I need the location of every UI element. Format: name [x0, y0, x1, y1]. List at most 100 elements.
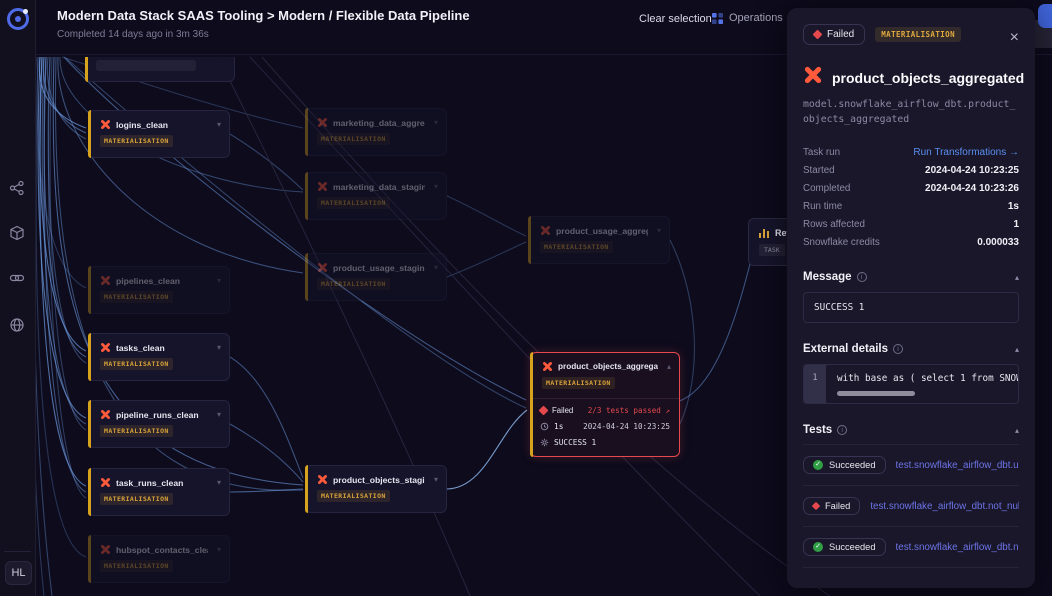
test-status-label: Succeeded [829, 460, 876, 471]
chevron-down-icon[interactable]: ▾ [216, 343, 221, 352]
chevron-down-icon[interactable]: ▾ [216, 545, 221, 554]
dbt-icon [542, 361, 553, 372]
chevron-down-icon[interactable]: ▾ [433, 118, 438, 127]
test-status-badge: ✓ Succeeded [803, 456, 886, 475]
test-status-label: Succeeded [829, 542, 876, 553]
dbt-icon [100, 544, 111, 555]
chevron-down-icon[interactable]: ▾ [433, 475, 438, 484]
failed-diamond-icon [812, 29, 823, 40]
clock-icon [540, 422, 549, 431]
dbt-icon [100, 342, 111, 353]
horizontal-scrollbar[interactable] [837, 391, 915, 397]
check-circle-icon: ✓ [813, 542, 823, 553]
materialisation-badge: MATERIALISATION [317, 197, 390, 209]
dbt-icon [317, 117, 328, 128]
node-pipelines-clean[interactable]: pipelines_clean ▾ MATERIALISATION [88, 266, 230, 314]
status-badge: Failed [803, 24, 866, 45]
run-summary: Completed 14 days ago in 3m 36s [57, 29, 209, 40]
materialisation-badge: MATERIALISATION [100, 425, 173, 437]
divider [531, 398, 679, 399]
clear-selection-button[interactable]: Clear selection [639, 13, 712, 25]
node-product-objects-aggregated-selected[interactable]: product_objects_aggregated ▴ MATERIALISA… [530, 352, 680, 457]
close-icon[interactable]: × [1009, 29, 1019, 46]
hidden-primary-button[interactable] [1038, 4, 1052, 28]
clipped-node-badge [96, 60, 196, 71]
detail-value: 2024-04-24 10:23:26 [925, 182, 1019, 194]
gear-icon [540, 438, 549, 447]
user-avatar[interactable]: HL [5, 561, 32, 585]
test-row: ✓ Succeeded test.snowflake_airflow_dbt.un… [803, 445, 1019, 487]
node-marketing-data-aggregated[interactable]: marketing_data_aggregated ▾ MATERIALISAT… [305, 108, 447, 156]
node-pipeline-runs-clean[interactable]: pipeline_runs_clean ▾ MATERIALISATION [88, 400, 230, 448]
node-product-usage-staging[interactable]: product_usage_staging ▾ MATERIALISATION [305, 253, 447, 301]
detail-label: Rows affected [803, 218, 865, 230]
cube-icon[interactable] [9, 225, 27, 243]
node-hubspot-contacts-clean[interactable]: hubspot_contacts_clean ▾ MATERIALISATION [88, 535, 230, 583]
task-run-link[interactable]: Run Transformations → [913, 146, 1019, 158]
test-row: ✓ Succeeded test.snowflake_airflow_dbt.no… [803, 527, 1019, 569]
collapse-up-icon[interactable]: ▴ [666, 362, 671, 371]
chevron-down-icon[interactable]: ▾ [216, 276, 221, 285]
node-product-usage-aggregated[interactable]: product_usage_aggregated ▾ MATERIALISATI… [528, 216, 670, 264]
test-link[interactable]: test.snowflake_airflow_dbt.not_null_pr [895, 541, 1019, 553]
pipeline-graph-icon[interactable] [9, 180, 27, 198]
node-task-runs-clean[interactable]: task_runs_clean ▾ MATERIALISATION [88, 468, 230, 516]
chart-icon [759, 228, 769, 238]
collapse-up-icon[interactable]: ▴ [1014, 272, 1019, 282]
test-status-badge: Failed [803, 497, 861, 516]
message-heading: Message [803, 271, 852, 284]
sql-code: with base as ( select 1 from SNOWFLAKE [837, 373, 1018, 385]
detail-label: Started [803, 164, 835, 176]
collapse-up-icon[interactable]: ▴ [1014, 425, 1019, 435]
dbt-icon [540, 225, 551, 236]
node-product-objects-staging[interactable]: product_objects_staging ▾ MATERIALISATIO… [305, 465, 447, 513]
node-label: marketing_data_aggregated [333, 117, 425, 128]
app-logo[interactable] [7, 8, 29, 30]
detail-label: Snowflake credits [803, 236, 880, 248]
dbt-icon [100, 409, 111, 420]
info-icon: i [893, 344, 904, 355]
chevron-down-icon[interactable]: ▾ [216, 120, 221, 129]
check-circle-icon: ✓ [813, 460, 823, 471]
task-badge: TASK [759, 244, 785, 256]
sql-code-block: 1 with base as ( select 1 from SNOWFLAKE [803, 364, 1019, 405]
tests-passed-link[interactable]: 2/3 tests passed ↗ [587, 406, 670, 415]
node-label: product_usage_staging [333, 262, 425, 273]
node-marketing-data-staging[interactable]: marketing_data_staging ▾ MATERIALISATION [305, 172, 447, 220]
chevron-down-icon[interactable]: ▾ [433, 263, 438, 272]
info-icon: i [856, 272, 867, 283]
node-status: Failed [552, 406, 574, 415]
chevron-down-icon[interactable]: ▾ [216, 478, 221, 487]
materialisation-badge: MATERIALISATION [100, 493, 173, 505]
chevron-down-icon[interactable]: ▾ [216, 410, 221, 419]
dbt-icon [317, 181, 328, 192]
materialisation-badge: MATERIALISATION [100, 135, 173, 147]
node-tasks-clean[interactable]: tasks_clean ▾ MATERIALISATION [88, 333, 230, 381]
status-label: Failed [827, 29, 855, 40]
materialisation-badge: MATERIALISATION [100, 560, 173, 572]
dbt-icon [317, 262, 328, 273]
test-status-badge: ✓ Succeeded [803, 538, 886, 557]
node-timestamp: 2024-04-24 10:23:25 [583, 422, 670, 431]
link-icon[interactable] [9, 270, 27, 288]
test-row: Failed test.snowflake_airflow_dbt.not_nu… [803, 486, 1019, 528]
node-label: product_objects_staging [333, 474, 425, 485]
globe-icon[interactable] [9, 317, 27, 335]
materialisation-badge: MATERIALISATION [317, 490, 390, 502]
materialisation-badge: MATERIALISATION [100, 291, 173, 303]
materialisation-badge: MATERIALISATION [875, 27, 961, 42]
grid-icon [712, 12, 723, 24]
node-logins-clean[interactable]: logins_clean ▾ MATERIALISATION [88, 110, 230, 158]
chevron-down-icon[interactable]: ▾ [656, 226, 661, 235]
test-link[interactable]: test.snowflake_airflow_dbt.not_null_pr [870, 500, 1019, 512]
line-number: 1 [804, 365, 826, 404]
model-path: model.snowflake_airflow_dbt.product_obje… [803, 99, 1016, 126]
failed-diamond-icon [538, 405, 549, 416]
node-label: tasks_clean [116, 342, 165, 353]
collapse-up-icon[interactable]: ▴ [1014, 344, 1019, 354]
dbt-icon [100, 119, 111, 130]
detail-label: Task run [803, 146, 841, 158]
clipped-node[interactable] [85, 57, 235, 82]
chevron-down-icon[interactable]: ▾ [433, 182, 438, 191]
test-link[interactable]: test.snowflake_airflow_dbt.unique_pro [895, 459, 1019, 471]
